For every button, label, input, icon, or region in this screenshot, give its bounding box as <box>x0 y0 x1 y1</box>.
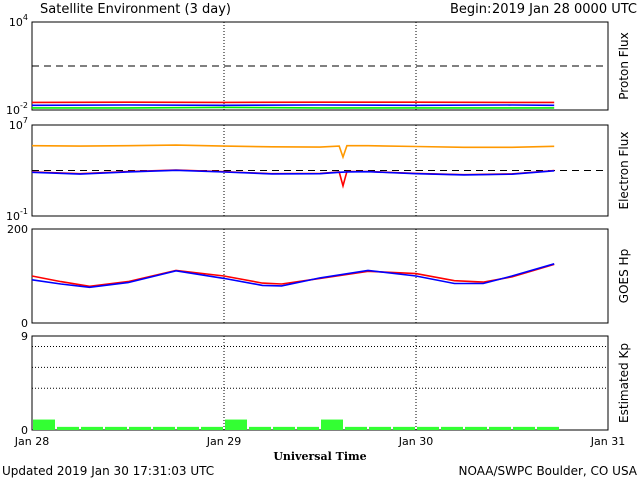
electron-series-blue <box>31 169 555 176</box>
x-tick-label: Jan 31 <box>590 435 625 448</box>
hp-series-blue <box>31 263 555 289</box>
kp-bar <box>417 426 439 430</box>
begin-value: 2019 Jan 28 0000 UTC <box>492 2 637 17</box>
begin-label: Begin: <box>450 2 491 17</box>
kp-bar <box>249 426 271 430</box>
kp-ytick-label: 0 <box>21 424 28 437</box>
kp-bar <box>393 426 415 430</box>
proton-ytick-label: 10-2 <box>6 101 28 117</box>
kp-bar <box>81 426 103 430</box>
hp-ylabel: GOES Hp <box>617 249 631 303</box>
electron-ytick-label: 107 <box>9 116 28 132</box>
hp-ytick-label: 200 <box>7 223 28 236</box>
electron-ytick-label: 10-1 <box>6 207 28 223</box>
x-tick-label: Jan 29 <box>206 435 241 448</box>
kp-bar <box>441 426 463 430</box>
kp-bar <box>153 426 175 430</box>
kp-bar <box>273 426 295 430</box>
x-axis: Jan 28 Jan 29 Jan 30 Jan 31 <box>14 435 625 448</box>
kp-bar <box>201 426 223 430</box>
proton-panel: 104 10-2 Proton Flux <box>6 13 631 117</box>
x-tick-label: Jan 28 <box>14 435 49 448</box>
chart-panels: 104 10-2 Proton Flux 107 10-1 Electron Flux 20… <box>6 13 631 437</box>
kp-ytick-label: 9 <box>21 330 28 343</box>
kp-bar <box>57 426 79 430</box>
proton-ytick-label: 104 <box>9 13 28 29</box>
credit-text: NOAA/SWPC Boulder, CO USA <box>459 464 638 478</box>
kp-bar <box>369 426 391 430</box>
proton-series-green <box>32 106 555 109</box>
kp-bar <box>225 419 247 430</box>
kp-bar <box>129 426 151 430</box>
hp-frame <box>31 228 609 324</box>
kp-bar <box>537 426 559 430</box>
kp-ylabel: Estimated Kp <box>617 343 631 423</box>
kp-bar <box>105 426 127 430</box>
x-axis-label: Universal Time <box>273 450 366 463</box>
x-tick-label: Jan 30 <box>398 435 433 448</box>
hp-panel: 200 0 GOES Hp <box>7 223 631 330</box>
proton-ylabel: Proton Flux <box>617 32 631 99</box>
kp-bar <box>297 426 319 430</box>
updated-timestamp: Updated 2019 Jan 30 17:31:03 UTC <box>2 464 214 478</box>
kp-bar <box>465 426 487 430</box>
kp-bar <box>489 426 511 430</box>
electron-series-orange <box>31 144 555 160</box>
kp-frame <box>31 335 609 431</box>
electron-panel: 107 10-1 Electron Flux <box>6 116 631 223</box>
kp-bar <box>33 419 55 430</box>
hp-ytick-label: 0 <box>21 317 28 330</box>
kp-bar <box>345 426 367 430</box>
kp-bar <box>177 426 199 430</box>
chart-title: Satellite Environment (3 day) <box>40 2 231 17</box>
kp-bar <box>321 419 343 430</box>
hp-series-red <box>31 263 555 288</box>
electron-ylabel: Electron Flux <box>617 132 631 210</box>
kp-bar <box>513 426 535 430</box>
kp-panel: 9 0 Estimated Kp <box>21 330 631 437</box>
